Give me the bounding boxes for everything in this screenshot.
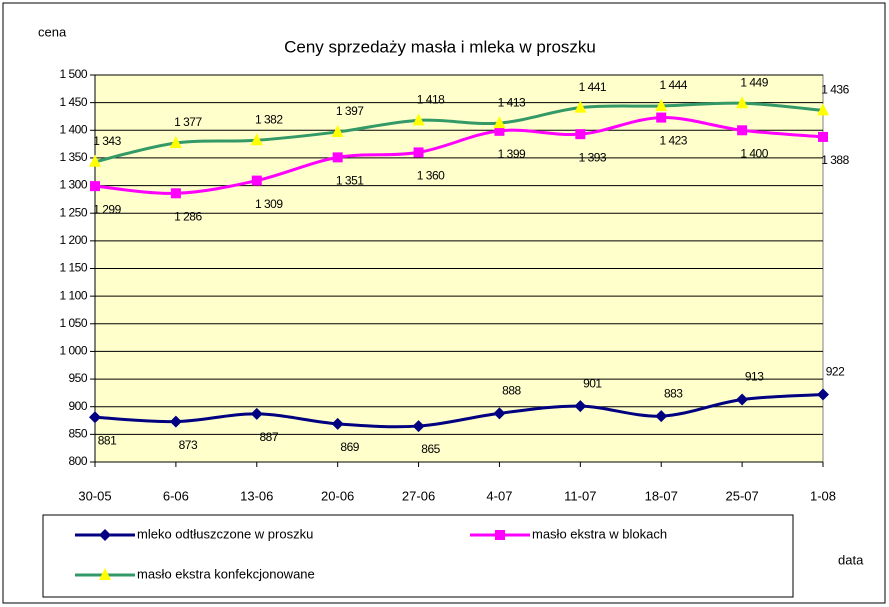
data-point: [736, 393, 749, 406]
legend-marker: [99, 568, 111, 580]
data-point: [655, 98, 668, 111]
data-label: 1 377: [174, 115, 202, 129]
y-tick-label: 1 400: [59, 122, 87, 136]
series-line: [94, 393, 824, 429]
x-tick-label: 6-06: [163, 488, 189, 503]
data-label: 922: [826, 365, 845, 379]
data-point: [332, 152, 343, 163]
data-point: [736, 96, 749, 109]
data-point: [817, 388, 829, 401]
data-point: [251, 175, 262, 186]
data-label: 1 388: [821, 153, 849, 167]
x-tick-label: 11-07: [564, 488, 596, 503]
x-tick-label: 27-06: [402, 488, 435, 503]
data-point: [737, 125, 748, 136]
data-point: [170, 188, 181, 199]
data-label: 1 360: [417, 169, 445, 183]
data-point: [250, 133, 263, 146]
series-line: [94, 101, 824, 164]
data-point: [331, 417, 344, 430]
data-label: 913: [745, 370, 764, 384]
data-point: [413, 147, 424, 158]
data-label: 1 400: [740, 146, 768, 160]
data-label: 1 399: [498, 147, 526, 161]
chart-title: Ceny sprzedaży masła i mleka w proszku: [284, 37, 596, 56]
data-label: 901: [583, 376, 602, 390]
data-label: 1 444: [659, 78, 687, 92]
y-tick-label: 1 000: [59, 344, 87, 358]
y-tick-label: 1 050: [59, 316, 87, 330]
x-tick-label: 30-05: [78, 488, 111, 503]
data-point: [331, 124, 344, 137]
data-point: [89, 411, 101, 424]
data-point: [493, 116, 506, 129]
data-label: 1 286: [174, 209, 202, 223]
x-tick-label: 20-06: [321, 488, 354, 503]
data-label: 883: [664, 386, 683, 400]
y-tick-label: 1 300: [59, 178, 87, 192]
y-tick-label: 1 250: [59, 205, 87, 219]
data-label: 887: [260, 430, 279, 444]
data-label: 1 343: [93, 134, 121, 148]
x-tick-label: 4-07: [486, 488, 512, 503]
y-tick-label: 1 500: [59, 67, 87, 81]
data-label: 1 351: [336, 174, 364, 188]
legend-marker: [99, 529, 111, 541]
x-tick-label: 1-08: [810, 488, 836, 503]
legend-label: mleko odtłuszczone w proszku: [137, 526, 313, 541]
data-point: [494, 125, 505, 136]
data-point: [575, 129, 586, 140]
data-label: 1 436: [821, 83, 849, 97]
y-tick-label: 950: [68, 371, 87, 385]
y-tick-label: 1 200: [59, 233, 87, 247]
data-label: 1 441: [579, 80, 607, 94]
x-tick-label: 25-07: [725, 488, 758, 503]
y-tick-label: 850: [68, 427, 87, 441]
data-label: 1 309: [255, 197, 283, 211]
legend-label: masło ekstra w blokach: [532, 526, 667, 541]
series-line: [94, 116, 824, 195]
data-label: 1 299: [93, 202, 121, 216]
y-tick-label: 800: [68, 454, 87, 468]
legend-marker: [495, 530, 505, 540]
data-point: [169, 136, 182, 149]
data-label: 1 418: [417, 93, 445, 107]
data-label: 1 449: [740, 75, 768, 89]
y-tick-label: 1 350: [59, 150, 87, 164]
data-point: [656, 112, 667, 123]
data-point: [574, 400, 587, 413]
data-label: 1 413: [498, 95, 526, 109]
y-axis-label: cena: [38, 24, 67, 39]
y-tick-label: 1 100: [59, 288, 87, 302]
data-label: 869: [340, 440, 359, 454]
data-label: 1 382: [255, 112, 283, 126]
data-point: [412, 113, 425, 126]
data-label: 1 397: [336, 104, 364, 118]
data-point: [818, 131, 828, 142]
y-tick-label: 1 450: [59, 95, 87, 109]
data-label: 873: [179, 438, 198, 452]
data-label: 1 423: [659, 134, 687, 148]
data-point: [89, 154, 101, 167]
data-point: [574, 100, 587, 113]
x-axis-label: data: [838, 552, 864, 567]
data-point: [655, 410, 668, 423]
data-label: 865: [421, 442, 440, 456]
data-point: [493, 407, 506, 420]
legend-box: [42, 514, 794, 598]
y-tick-label: 900: [68, 399, 87, 413]
x-tick-label: 13-06: [240, 488, 273, 503]
data-label: 881: [98, 433, 117, 447]
y-tick-label: 1 150: [59, 261, 87, 275]
data-point: [90, 181, 100, 192]
legend-label: masło ekstra konfekcjonowane: [137, 566, 315, 581]
x-tick-label: 18-07: [645, 488, 678, 503]
data-point: [412, 420, 425, 433]
data-point: [250, 407, 263, 420]
data-point: [169, 415, 182, 428]
data-label: 888: [502, 384, 521, 398]
data-point: [817, 103, 829, 116]
data-label: 1 393: [579, 150, 607, 164]
